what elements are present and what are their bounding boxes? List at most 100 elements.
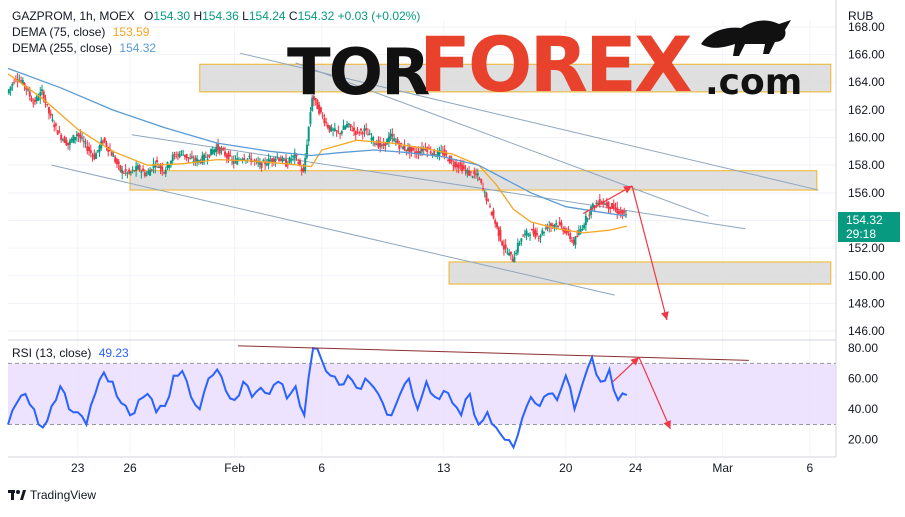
- candle-body: [250, 158, 253, 163]
- candle-body: [616, 207, 619, 214]
- candle-body: [114, 157, 117, 163]
- symbol-label[interactable]: GAZPROM, 1h, MOEX: [12, 9, 135, 23]
- watermark-com: .com: [705, 62, 803, 103]
- candle-body: [473, 171, 476, 175]
- candle-body: [283, 159, 286, 161]
- candle-body: [95, 153, 98, 159]
- candle-body: [74, 136, 77, 140]
- candle-body: [541, 230, 544, 235]
- candle-body: [612, 204, 615, 209]
- bar-countdown: 29:18: [846, 227, 877, 241]
- tradingview-brand[interactable]: TradingView: [8, 488, 96, 502]
- candle-body: [89, 150, 92, 153]
- candle-body: [27, 89, 30, 91]
- candle-body: [32, 102, 35, 104]
- candle-body: [98, 145, 101, 153]
- dema255-legend[interactable]: DEMA (255, close) 154.32: [12, 40, 156, 56]
- candle-body: [532, 229, 535, 235]
- candle-body: [415, 151, 418, 155]
- candle-body: [551, 224, 554, 226]
- candle-body: [267, 158, 270, 165]
- candle-body: [236, 158, 239, 165]
- candle-body: [584, 215, 587, 226]
- candle-body: [572, 239, 575, 245]
- candle-body: [358, 131, 361, 134]
- candle-body: [84, 142, 87, 144]
- candle-body: [480, 179, 483, 183]
- candle-body: [462, 165, 465, 170]
- candle-body: [421, 147, 423, 152]
- candle-body: [427, 147, 430, 149]
- candle-body: [417, 151, 420, 155]
- watermark-forex: FOREX: [419, 20, 693, 109]
- candle-body: [525, 230, 528, 236]
- candle-body: [318, 104, 321, 114]
- ohlc-close-label: C: [288, 9, 298, 23]
- candle-body: [499, 229, 502, 241]
- candle-body: [218, 147, 221, 154]
- candle-body: [466, 169, 469, 174]
- candle-body: [391, 134, 394, 137]
- candle-body: [361, 132, 364, 135]
- candle-body: [607, 201, 610, 209]
- candle-body: [173, 154, 176, 156]
- candle-body: [326, 124, 329, 128]
- candle-body: [293, 152, 296, 159]
- candle-body: [145, 174, 148, 176]
- watermark-tor: TOR: [287, 36, 430, 110]
- candle-body: [204, 156, 207, 158]
- candle-body: [65, 139, 68, 146]
- rsi-legend[interactable]: RSI (13, close) 49.23: [12, 345, 129, 361]
- candle-body: [429, 151, 432, 154]
- dema75-legend[interactable]: DEMA (75, close) 153.59: [12, 24, 149, 40]
- candle-body: [142, 168, 145, 172]
- candle-body: [544, 227, 547, 229]
- candle-body: [298, 160, 301, 166]
- candle-body: [611, 203, 614, 209]
- candle-body: [225, 154, 228, 158]
- candle-body: [363, 128, 366, 132]
- candle-body: [586, 218, 589, 220]
- candle-body: [138, 165, 141, 171]
- candle-body: [325, 121, 328, 123]
- candle-body: [136, 165, 139, 170]
- candle-body: [513, 256, 516, 263]
- rsi-tick-label: 20.00: [848, 433, 878, 447]
- rsi-tick-label: 80.00: [848, 341, 878, 355]
- candle-body: [553, 224, 556, 228]
- tradingview-logo-icon: [8, 490, 26, 500]
- candle-body: [9, 86, 12, 91]
- candle-body: [246, 158, 249, 160]
- candle-body: [183, 154, 186, 157]
- candle-body: [386, 138, 389, 145]
- price-arrow-segment: [631, 185, 668, 321]
- time-tick-label: Feb: [224, 461, 245, 475]
- candle-body: [436, 151, 439, 157]
- candle-body: [394, 141, 397, 143]
- candle-body: [316, 99, 319, 110]
- candle-body: [487, 199, 490, 201]
- candle-body: [419, 151, 422, 155]
- candle-body: [396, 139, 399, 145]
- candle-body: [522, 235, 525, 237]
- candle-body: [128, 169, 131, 173]
- candle-body: [509, 251, 512, 255]
- candle-body: [579, 229, 582, 234]
- candle-body: [232, 160, 235, 164]
- time-tick-label: 26: [123, 461, 137, 475]
- candle-body: [133, 170, 136, 172]
- candle-body: [201, 155, 204, 164]
- candle-body: [243, 157, 246, 161]
- candle-body: [126, 172, 129, 174]
- candle-body: [295, 154, 298, 157]
- rsi-label: RSI (13, close): [12, 346, 92, 360]
- candle-body: [152, 163, 155, 168]
- candle-body: [339, 133, 342, 135]
- candle-body: [464, 169, 467, 171]
- candle-body: [387, 136, 390, 143]
- price-tick-label: 152.00: [848, 241, 885, 255]
- last-price-tag: 154.32 29:18: [838, 212, 900, 242]
- rsi-arrow-head: [663, 420, 671, 430]
